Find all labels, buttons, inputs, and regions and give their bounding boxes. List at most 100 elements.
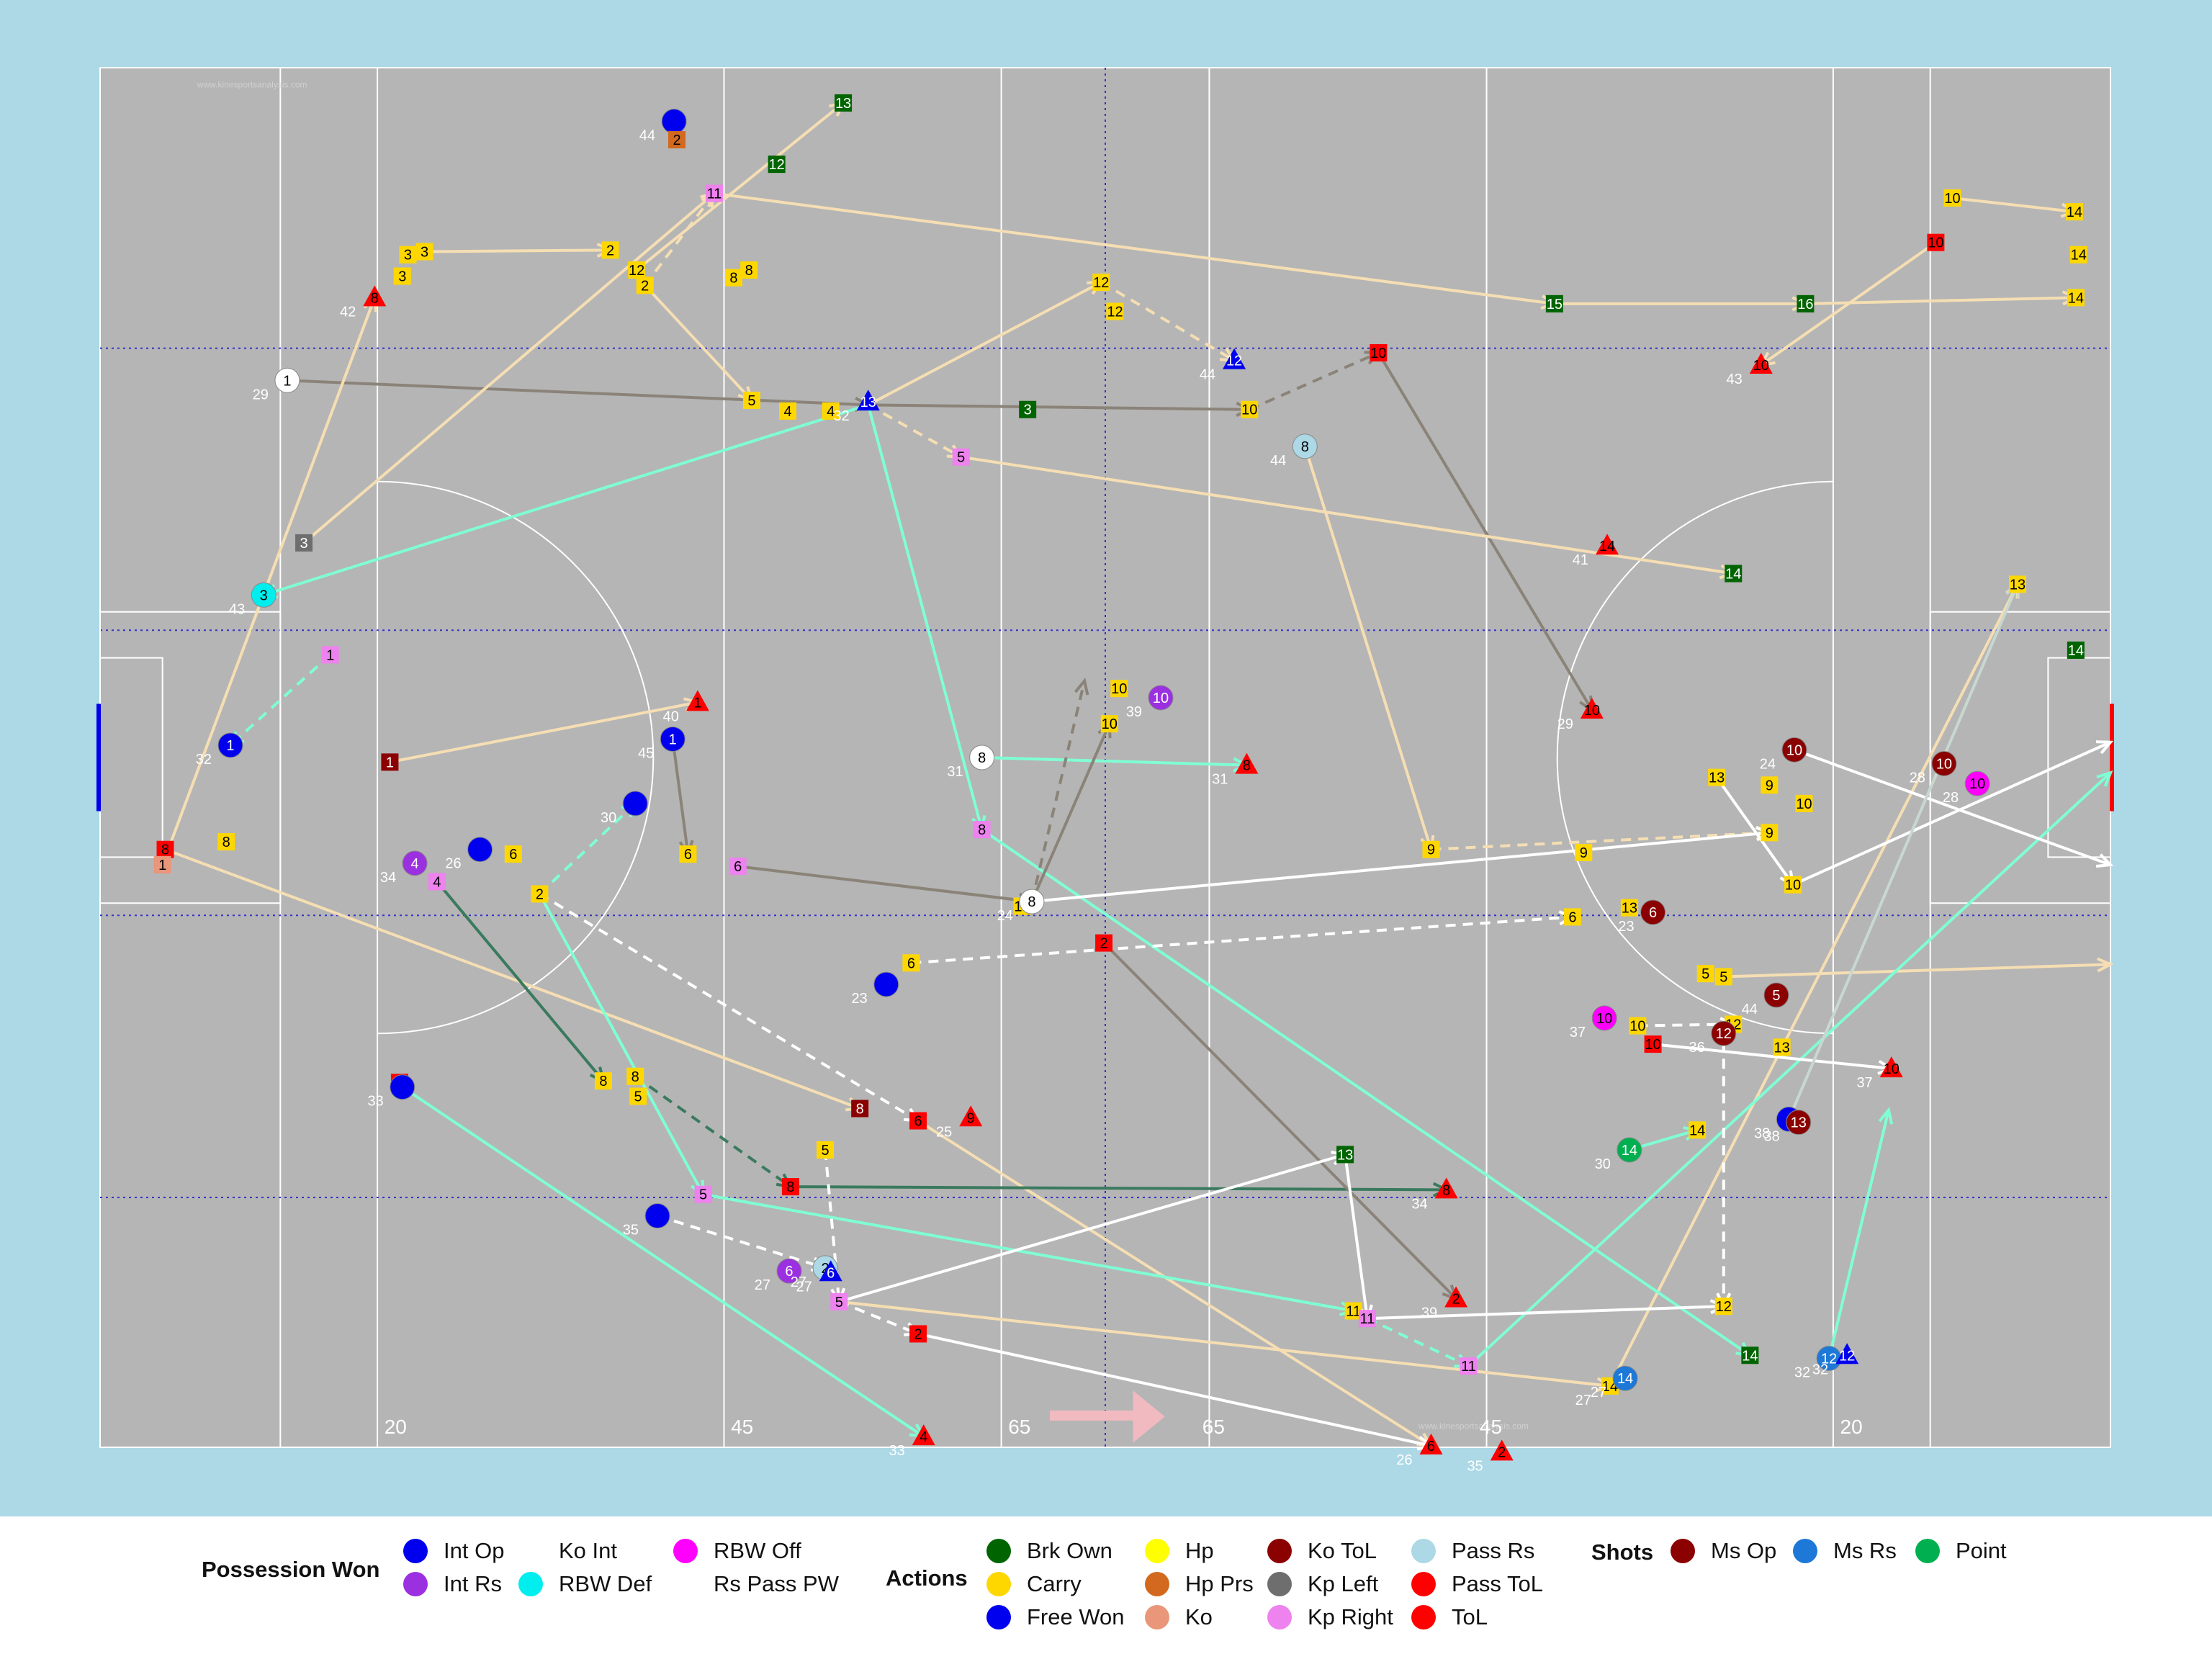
arc-left (377, 480, 655, 1035)
legend-label: Ms Op (1711, 1538, 1777, 1563)
event-link (790, 1185, 1447, 1192)
event-link (1030, 680, 1087, 902)
legend-item: Ko Int (518, 1537, 617, 1565)
event-label: 3 (404, 248, 412, 264)
event-label: 8 (1243, 758, 1251, 774)
event-link (164, 848, 860, 1110)
legend-label: Pass Rs (1452, 1538, 1535, 1563)
event-marker: 10 (1100, 715, 1118, 733)
event-marker: 5 (742, 391, 760, 409)
legend-item: Ko (1145, 1603, 1213, 1632)
event-label: 2 (536, 886, 544, 902)
event-link (1249, 351, 1380, 411)
event-link (644, 192, 716, 287)
event-label: 14 (2067, 204, 2082, 220)
event-link (714, 192, 1555, 305)
event-label: 3 (398, 269, 406, 285)
event-marker: 6 (504, 845, 522, 863)
event-marker: 11 (706, 184, 724, 202)
event-marker: 3 43 (229, 582, 276, 617)
legend-swatch-icon (1267, 1539, 1292, 1563)
event-marker: 14 27 (1591, 1365, 1638, 1401)
event-link (917, 1119, 1432, 1447)
event-note: 41 (1573, 552, 1588, 568)
event-label: 2 (673, 132, 680, 148)
event-note: 39 (1126, 704, 1142, 720)
event-marker: 2 (531, 885, 549, 903)
event-label: 14 (1622, 1143, 1637, 1159)
event-label: 14 (2068, 643, 2084, 659)
legend-label: Ko ToL (1308, 1538, 1377, 1563)
event-label: 1 (386, 755, 394, 770)
event-note: 27 (1591, 1385, 1606, 1401)
event-marker: 6 (679, 845, 697, 863)
legend-item: Int Op (403, 1537, 504, 1565)
event-marker: 8 (217, 833, 235, 851)
event-marker: 14 (1689, 1121, 1707, 1139)
event-marker: 8 31 (1212, 752, 1259, 788)
event-note: 39 (1421, 1305, 1437, 1321)
event-marker: 15 (1545, 295, 1563, 313)
event-marker: 12 (1714, 1298, 1732, 1316)
event-label: 10 (1884, 1061, 1899, 1077)
event-marker: 12 (768, 156, 786, 174)
event-label: 8 (856, 1102, 864, 1118)
legend-swatch-icon (518, 1539, 543, 1563)
event-label: 10 (1584, 703, 1600, 719)
event-link (1467, 771, 2112, 1367)
event-link (229, 653, 331, 747)
legend-swatch-icon (1411, 1539, 1436, 1563)
event-note: 32 (833, 408, 849, 424)
event-label: 13 (1622, 901, 1637, 917)
event-label: 14 (1725, 567, 1741, 583)
event-note: 28 (1943, 790, 1959, 806)
event-label: 10 (1102, 716, 1118, 732)
event-link (1100, 281, 1236, 362)
event-link (1715, 776, 1794, 886)
event-label: 5 (821, 1143, 829, 1159)
event-marker: 3 (415, 243, 433, 261)
event-marker: 13 (2008, 575, 2026, 593)
event-label: 4 (433, 874, 441, 890)
pitch-map: www.kinesportsanalysis.com www.kinesports… (96, 67, 2114, 1474)
legend: Possession Won Int Op Int Rs Ko Int RBW Def R… (0, 1516, 2212, 1659)
event-marker: 3 (393, 267, 411, 285)
event-label: 1 (693, 695, 701, 711)
event-link (867, 403, 962, 459)
event-note: 25 (936, 1124, 952, 1140)
event-label: 8 (1442, 1182, 1450, 1198)
event-label: 6 (827, 1265, 835, 1281)
pitch-surface (99, 67, 2111, 1448)
event-marker: 3 (399, 246, 417, 264)
legend-item: Kp Right (1267, 1603, 1393, 1632)
event-marker: 8 (851, 1100, 869, 1118)
event-note: 31 (947, 764, 963, 780)
event-marker: 8 44 (1270, 433, 1318, 469)
event-label: 14 (1742, 1348, 1758, 1364)
event-label: 10 (1645, 1037, 1660, 1053)
event-marker: 12 36 (1689, 1020, 1737, 1056)
event-note: 34 (1411, 1196, 1427, 1212)
direction-arrow (1049, 1410, 1133, 1421)
event-note: 23 (852, 991, 868, 1007)
event-link-arrowhead (2095, 740, 2114, 755)
event-marker: 8 (973, 821, 991, 839)
event-label: 11 (1360, 1311, 1375, 1327)
event-label: 8 (786, 1179, 794, 1195)
event-marker: 13 (1708, 768, 1726, 786)
event-link (671, 739, 690, 855)
event-link (161, 297, 377, 866)
event-marker: 14 (1741, 1346, 1759, 1364)
goal-left (96, 703, 101, 811)
event-marker: 8 (626, 1067, 644, 1085)
event-marker: 14 30 (1595, 1137, 1642, 1172)
event-label: 5 (1719, 969, 1727, 985)
event-marker: 9 (1422, 840, 1440, 858)
legend-label: Brk Own (1027, 1538, 1112, 1563)
legend-label: Hp Prs (1185, 1571, 1254, 1596)
event-label: 12 (1839, 1348, 1855, 1364)
event-marker: 2 39 (1421, 1286, 1468, 1321)
event-marker: 6 26 (1396, 1433, 1443, 1468)
event-note: 30 (1595, 1156, 1611, 1172)
